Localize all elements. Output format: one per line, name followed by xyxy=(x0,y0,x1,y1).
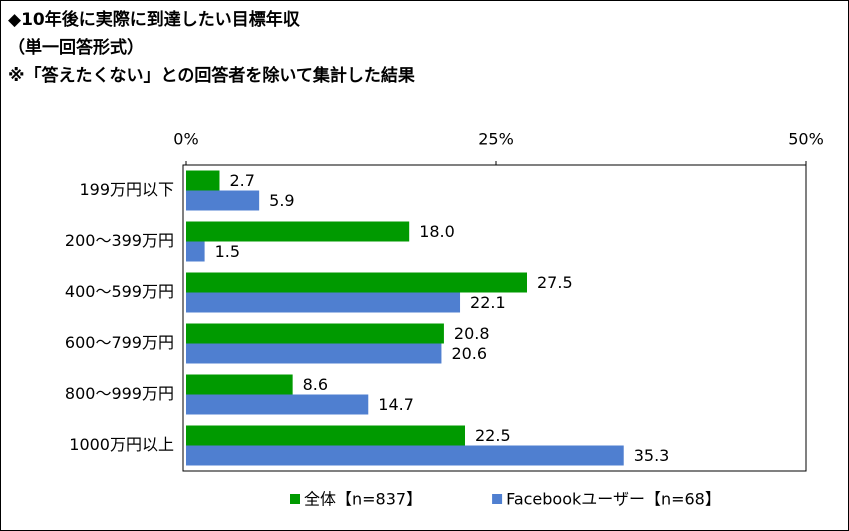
value-label: 22.5 xyxy=(475,426,511,445)
y-tick-label: 600～799万円 xyxy=(65,333,174,352)
legend-label: Facebookユーザー【n=68】 xyxy=(506,490,721,509)
bar xyxy=(186,170,220,191)
value-label: 22.1 xyxy=(470,293,506,312)
value-label: 20.8 xyxy=(454,324,490,343)
value-label: 18.0 xyxy=(419,222,455,241)
y-tick-label: 200～399万円 xyxy=(65,231,174,250)
value-label: 14.7 xyxy=(378,395,414,414)
bar xyxy=(186,221,410,242)
bar xyxy=(186,445,624,466)
y-tick-label: 400～599万円 xyxy=(65,282,174,301)
legend-swatch xyxy=(492,494,503,504)
bar xyxy=(186,272,527,293)
plot-area xyxy=(182,164,807,472)
chart-subtitle: （単一回答形式） xyxy=(8,37,144,58)
value-label: 20.6 xyxy=(451,344,487,363)
y-tick-label: 1000万円以上 xyxy=(69,435,174,454)
value-label: 35.3 xyxy=(634,446,670,465)
bar xyxy=(186,425,465,446)
bar xyxy=(186,241,205,262)
bar xyxy=(186,292,461,313)
bar xyxy=(186,190,260,211)
bar xyxy=(186,394,369,415)
bar xyxy=(186,374,293,395)
legend-swatch xyxy=(290,494,300,504)
y-tick-label: 199万円以下 xyxy=(79,180,174,199)
value-label: 5.9 xyxy=(269,191,294,210)
x-tick-label: 0% xyxy=(173,130,198,149)
value-label: 2.7 xyxy=(229,171,254,190)
bar xyxy=(186,343,442,364)
legend-label: 全体【n=837】 xyxy=(304,490,422,509)
chart-title: ◆10年後に実際に到達したい目標年収 xyxy=(8,9,301,30)
x-tick-label: 25% xyxy=(478,130,514,149)
value-label: 27.5 xyxy=(537,273,573,292)
y-tick-label: 800～999万円 xyxy=(65,384,174,403)
bar xyxy=(186,323,444,344)
value-label: 8.6 xyxy=(303,375,328,394)
chart-note: ※「答えたくない」との回答者を除いて集計した結果 xyxy=(8,65,415,86)
value-label: 1.5 xyxy=(215,242,240,261)
x-tick-label: 50% xyxy=(788,130,824,149)
